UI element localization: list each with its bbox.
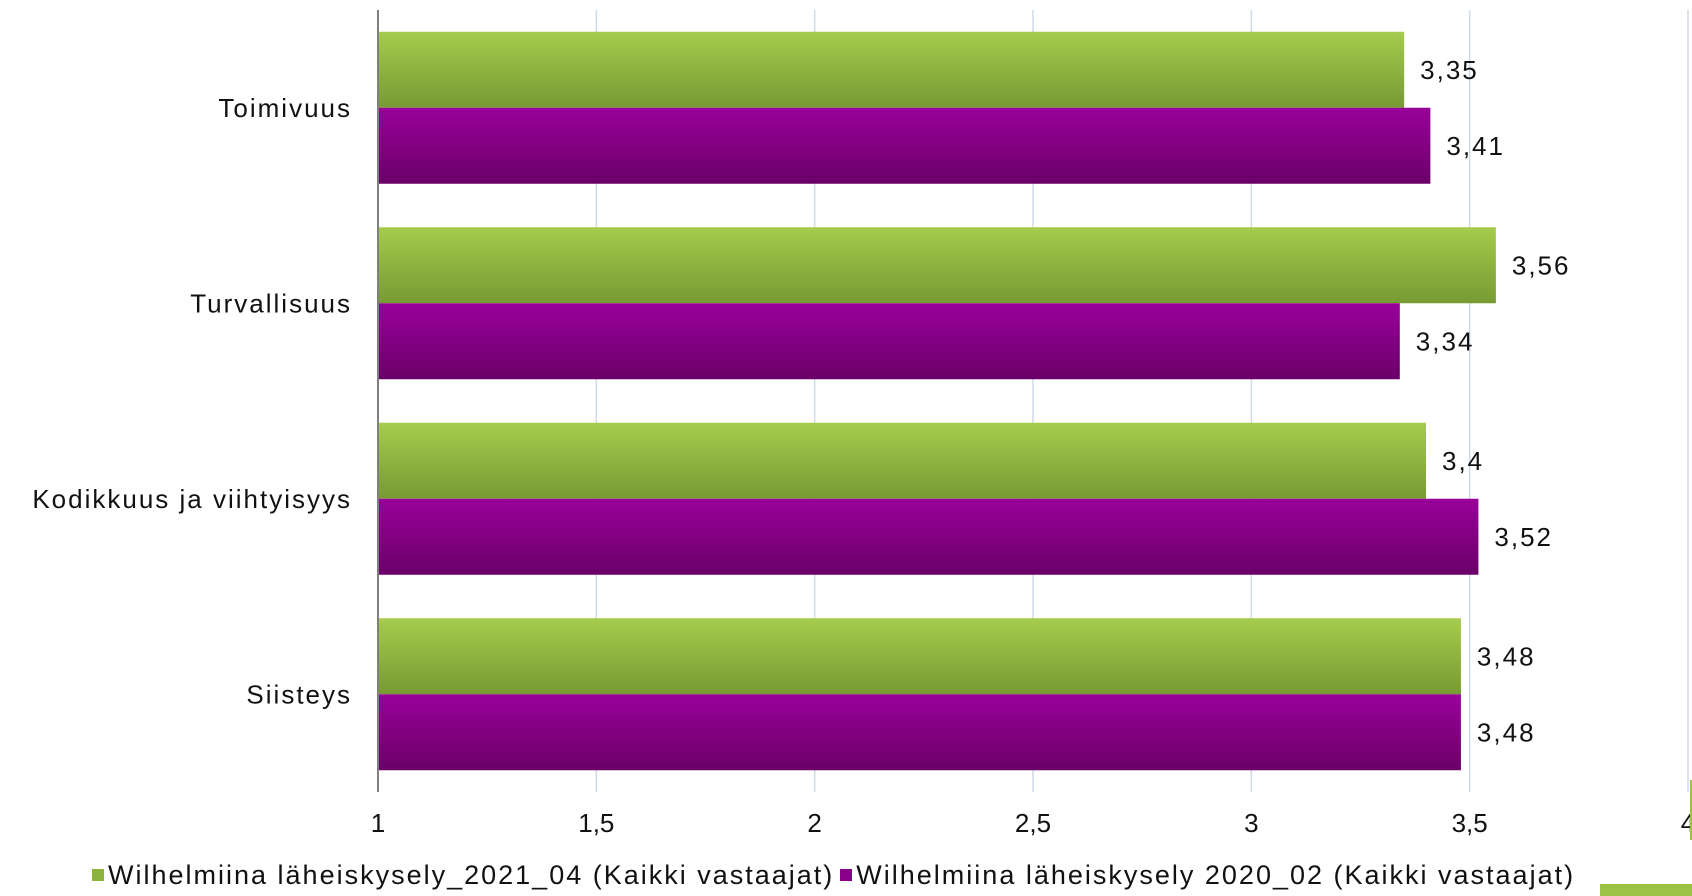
decorative-corner (1600, 884, 1692, 896)
bar-series-2020 (378, 107, 1431, 184)
y-category-label: Siisteys (246, 679, 352, 709)
data-label: 3,4 (1442, 446, 1484, 476)
legend: Wilhelmiina läheiskysely_2021_04 (Kaikki… (92, 858, 1581, 892)
x-tick-label: 2,5 (1015, 808, 1051, 838)
x-tick-label: 4 (1681, 808, 1692, 838)
bar-series-2021 (378, 422, 1426, 499)
legend-item-series-1: Wilhelmiina läheiskysely_2021_04 (Kaikki… (92, 860, 834, 891)
x-tick-label: 3 (1244, 808, 1258, 838)
legend-item-series-2: Wilhelmiina läheiskysely 2020_02 (Kaikki… (840, 860, 1575, 891)
data-label: 3,41 (1446, 131, 1505, 161)
legend-swatch-green (92, 869, 104, 881)
y-category-label: Kodikkuus ja viihtyisyys (32, 484, 352, 514)
bar-series-2020 (378, 694, 1461, 771)
x-tick-label: 1,5 (578, 808, 614, 838)
axes: 1 1,5 2 2,5 3 3,5 4 Toimivuus Turvallisuus Kodikk… (32, 10, 1692, 838)
data-label: 3,48 (1477, 641, 1536, 671)
bar-series-2020 (378, 303, 1400, 380)
decorative-line (1690, 780, 1692, 840)
y-category-label: Turvallisuus (190, 288, 352, 318)
x-tick-label: 2 (807, 808, 821, 838)
data-label: 3,56 (1512, 250, 1571, 280)
legend-label: Wilhelmiina läheiskysely 2020_02 (Kaikki… (856, 859, 1576, 890)
data-label: 3,34 (1416, 326, 1475, 356)
legend-swatch-purple (840, 869, 853, 881)
data-label: 3,35 (1420, 55, 1479, 85)
data-label: 3,48 (1477, 717, 1536, 747)
bars: 3,35 3,41 3,56 3,34 3,4 3,52 3,48 3,48 (378, 31, 1571, 771)
x-tick-label: 1 (371, 808, 385, 838)
bar-series-2021 (378, 227, 1496, 304)
y-category-label: Toimivuus (218, 93, 352, 123)
bar-series-2020 (378, 498, 1479, 575)
x-tick-label: 3,5 (1452, 808, 1488, 838)
legend-label: Wilhelmiina läheiskysely_2021_04 (Kaikki… (108, 859, 835, 890)
data-label: 3,52 (1494, 522, 1553, 552)
bar-series-2021 (378, 618, 1461, 695)
bar-series-2021 (378, 31, 1405, 108)
